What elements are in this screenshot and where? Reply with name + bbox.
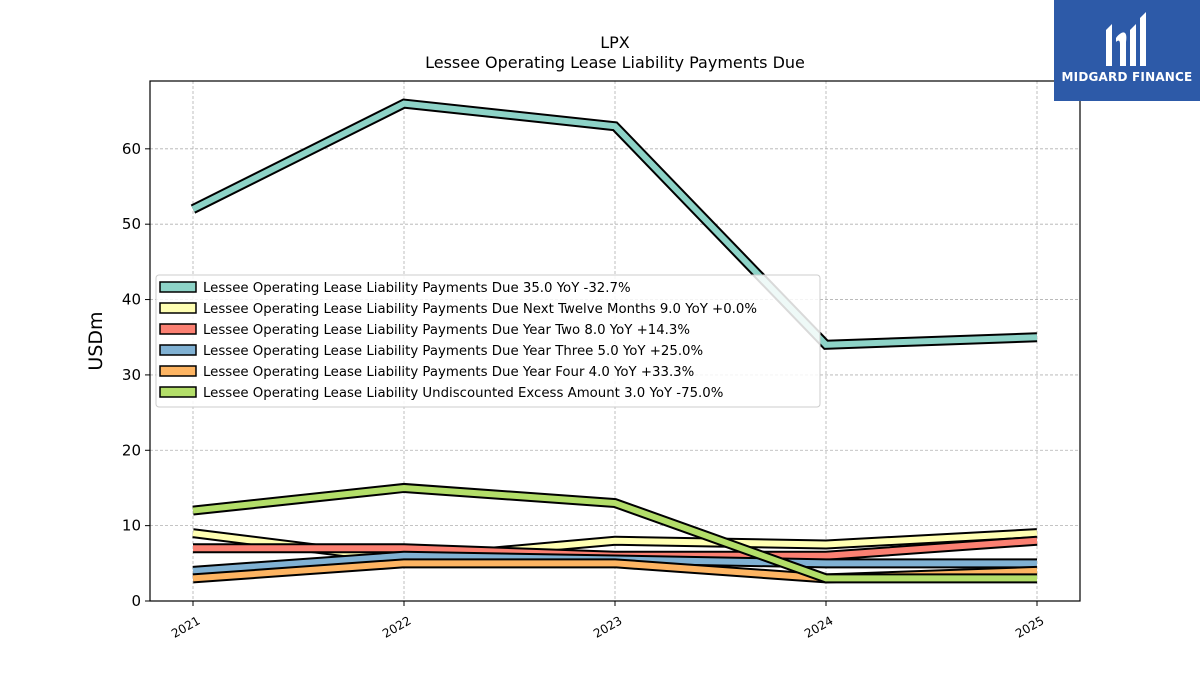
- y-tick-label: 50: [122, 215, 141, 233]
- legend-label: Lessee Operating Lease Liability Payment…: [203, 281, 631, 296]
- legend-label: Lessee Operating Lease Liability Payment…: [203, 365, 694, 380]
- legend-box: [155, 274, 821, 408]
- legend-swatch: [159, 323, 197, 335]
- y-tick-label: 20: [122, 441, 141, 459]
- logo-mark-icon: [1106, 12, 1146, 66]
- legend-label: Lessee Operating Lease Liability Payment…: [203, 323, 690, 338]
- x-tick-label: 2023: [591, 613, 624, 640]
- legend-label: Lessee Operating Lease Liability Payment…: [203, 344, 703, 359]
- legend-swatch: [159, 386, 197, 398]
- legend: Lessee Operating Lease Liability Payment…: [155, 274, 821, 408]
- legend-swatch: [159, 302, 197, 314]
- y-tick-label: 40: [122, 291, 141, 309]
- legend-swatch: [159, 344, 197, 356]
- y-tick-label: 60: [122, 140, 141, 158]
- y-tick-label: 10: [122, 517, 141, 535]
- logo-text: MIDGARD FINANCE: [1061, 70, 1193, 84]
- y-tick-label: 0: [131, 592, 141, 610]
- x-tick-label: 2024: [802, 613, 835, 640]
- legend-label: Lessee Operating Lease Liability Payment…: [203, 302, 757, 317]
- y-tick-label: 30: [122, 366, 141, 384]
- chart-title: LPX: [600, 33, 630, 52]
- legend-swatch: [159, 281, 197, 293]
- series-lines: [190, 98, 1038, 584]
- series-line: [192, 484, 1037, 582]
- x-tick-label: 2022: [380, 613, 413, 640]
- brand-logo: MIDGARD FINANCE: [1054, 0, 1200, 101]
- y-axis-label: USDm: [85, 311, 107, 370]
- series-line: [191, 100, 1038, 348]
- x-tick-label: 2021: [169, 613, 202, 640]
- chart-subtitle: Lessee Operating Lease Liability Payment…: [425, 53, 805, 72]
- x-tick-label: 2025: [1013, 613, 1046, 640]
- legend-swatch: [159, 365, 197, 377]
- legend-label: Lessee Operating Lease Liability Undisco…: [203, 386, 723, 401]
